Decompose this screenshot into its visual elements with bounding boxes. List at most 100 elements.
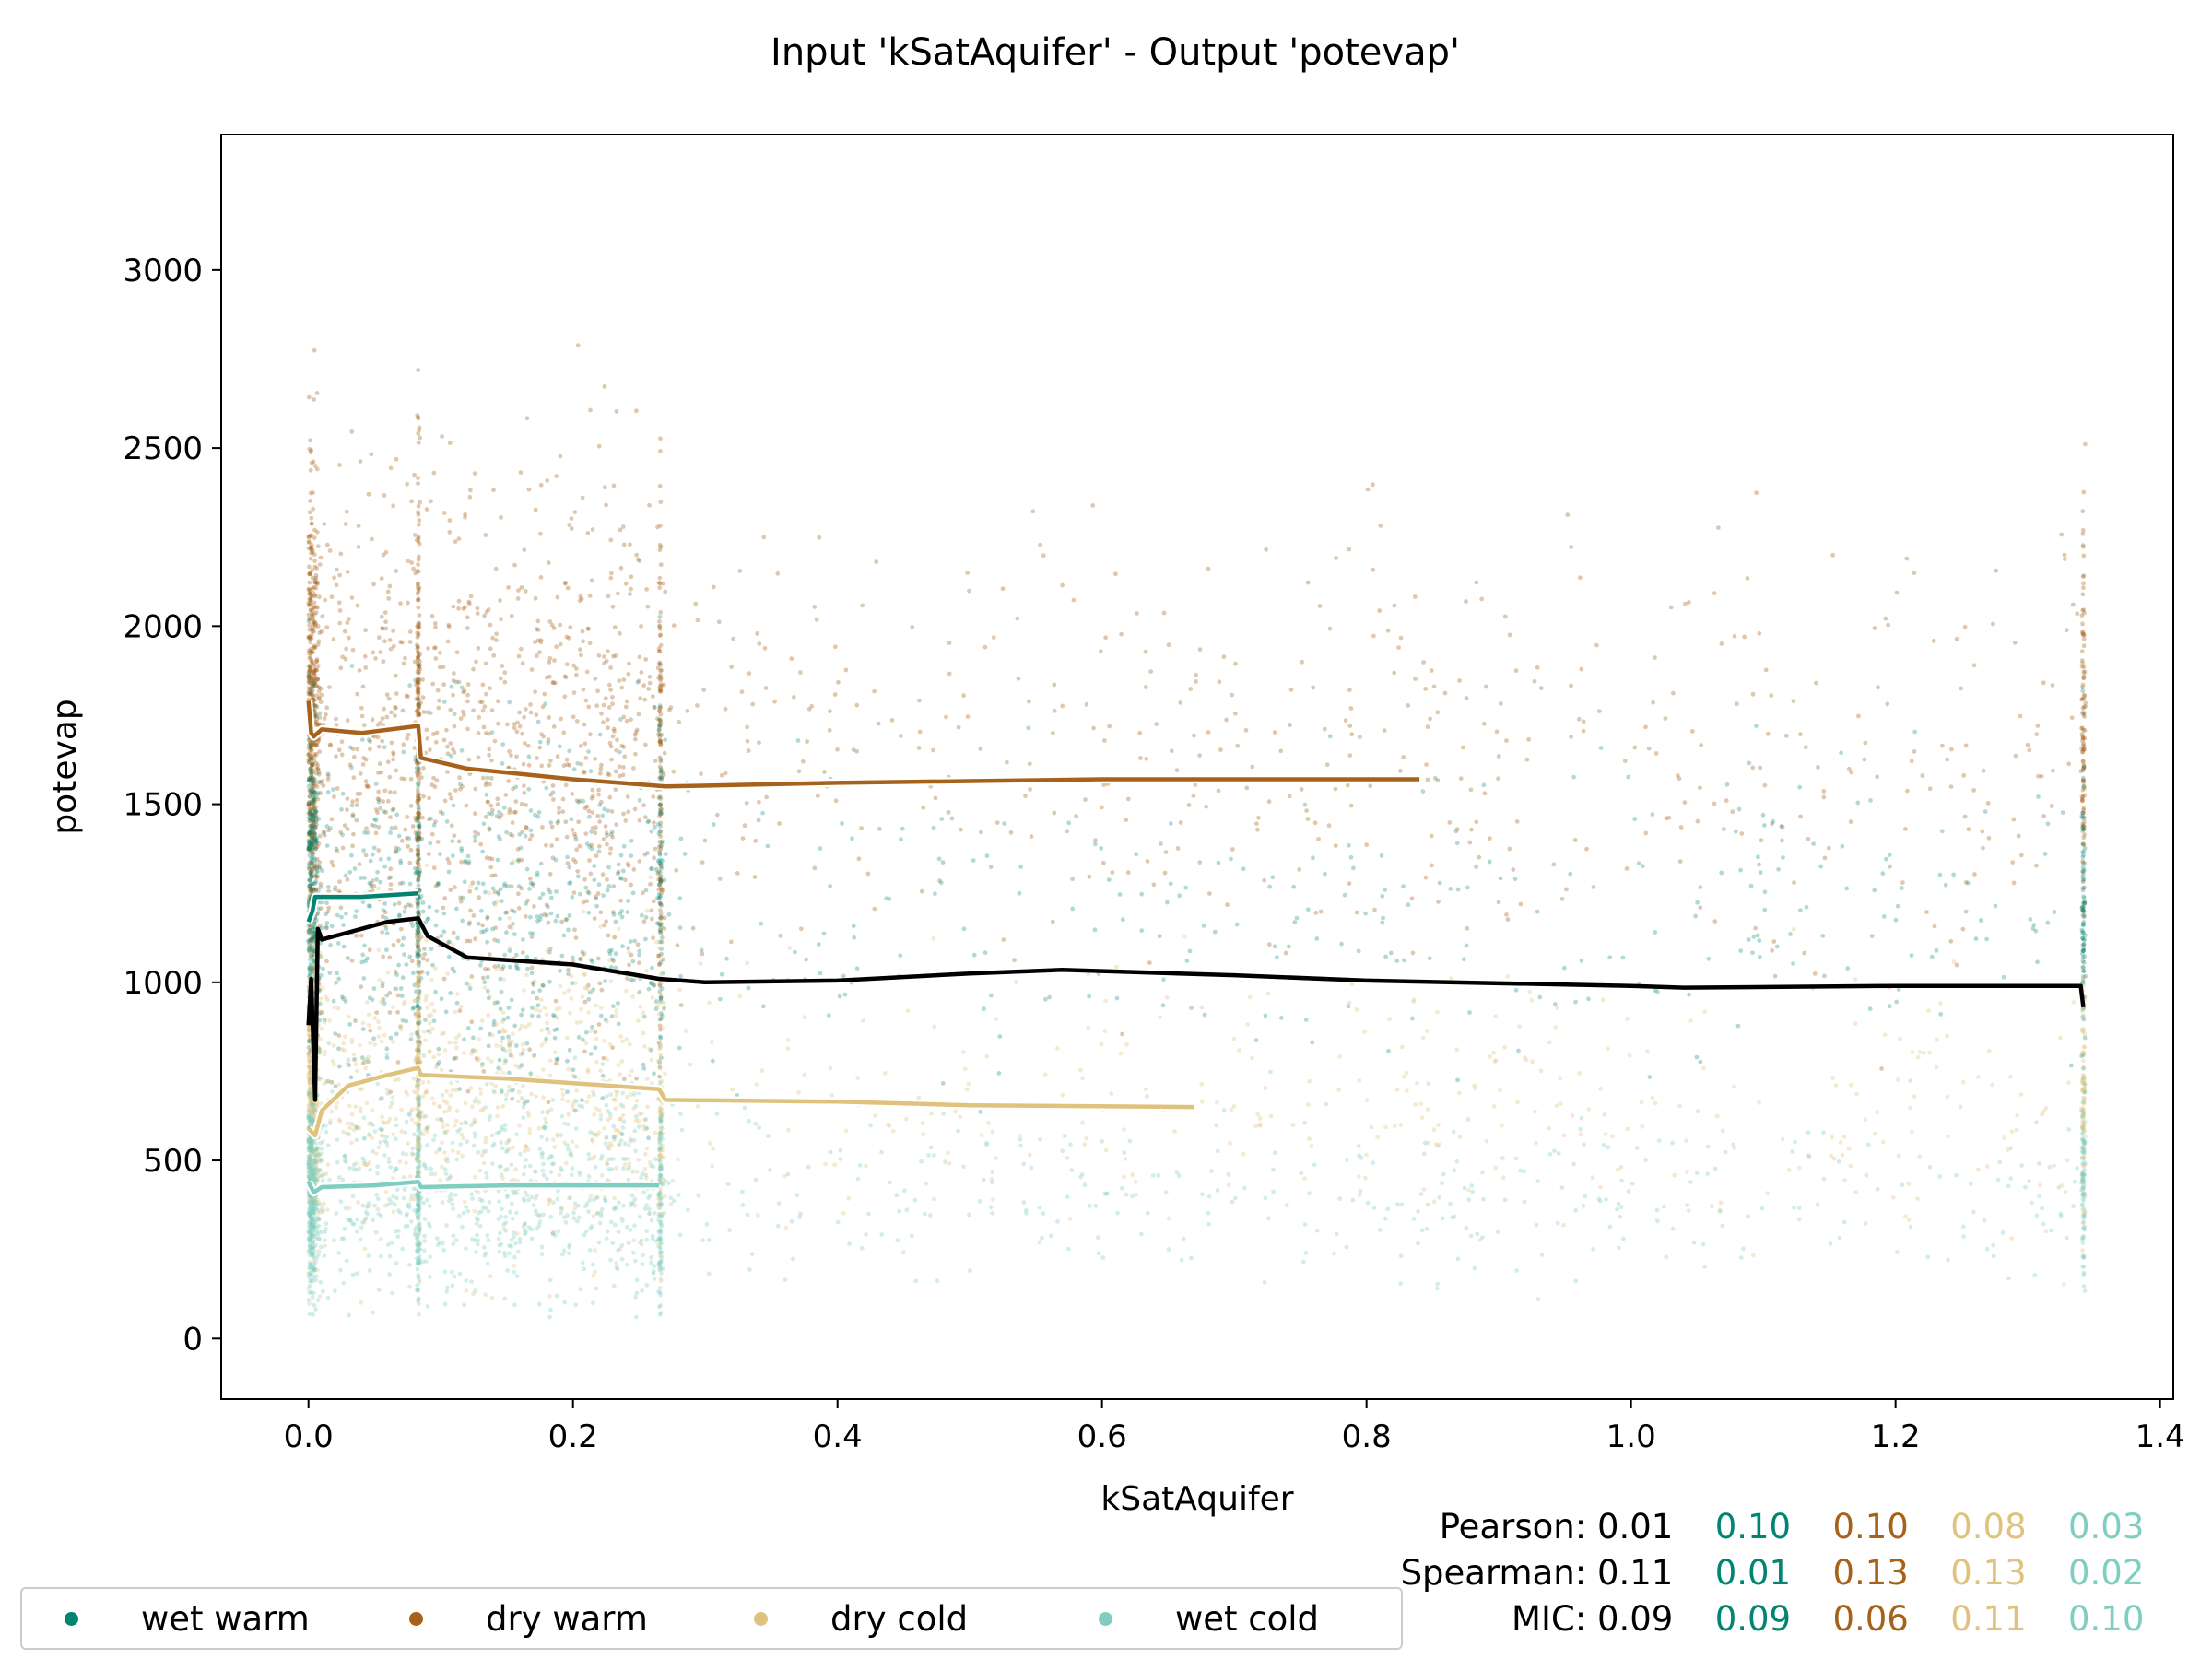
scatter-point bbox=[1712, 591, 1717, 595]
scatter-point bbox=[335, 849, 340, 853]
scatter-point bbox=[486, 799, 490, 805]
scatter-point bbox=[416, 671, 421, 676]
scatter-point bbox=[416, 843, 421, 849]
scatter-point bbox=[494, 638, 499, 642]
scatter-point bbox=[345, 570, 350, 574]
scatter-point bbox=[308, 790, 313, 795]
scatter-point bbox=[658, 687, 664, 692]
scatter-point bbox=[1464, 696, 1469, 700]
scatter-point bbox=[612, 935, 618, 940]
scatter-point bbox=[313, 873, 319, 878]
scatter-point bbox=[1912, 571, 1917, 575]
scatter-point bbox=[488, 1274, 493, 1279]
scatter-point bbox=[478, 962, 483, 968]
scatter-point bbox=[841, 973, 846, 979]
scatter-point bbox=[321, 830, 326, 836]
scatter-point bbox=[742, 823, 747, 829]
scatter-point bbox=[311, 887, 316, 891]
scatter-point bbox=[497, 809, 501, 815]
scatter-point bbox=[310, 798, 314, 804]
scatter-point bbox=[417, 778, 421, 782]
scatter-point bbox=[677, 925, 683, 930]
scatter-point bbox=[314, 765, 320, 771]
scatter-point bbox=[632, 938, 638, 944]
scatter-point bbox=[625, 794, 630, 799]
scatter-point bbox=[555, 820, 560, 826]
scatter-point bbox=[656, 887, 662, 892]
scatter-point bbox=[310, 780, 315, 784]
scatter-point bbox=[311, 683, 316, 688]
scatter-point bbox=[386, 856, 392, 862]
scatter-point bbox=[1000, 586, 1006, 592]
scatter-point bbox=[656, 717, 662, 723]
scatter-point bbox=[1690, 729, 1695, 734]
scatter-point bbox=[658, 916, 664, 921]
scatter-point bbox=[1316, 837, 1321, 841]
scatter-point bbox=[509, 884, 514, 888]
scatter-point bbox=[312, 1107, 317, 1112]
scatter-point bbox=[312, 777, 317, 782]
scatter-point bbox=[473, 811, 477, 817]
scatter-point bbox=[312, 797, 317, 802]
scatter-point bbox=[598, 1005, 604, 1010]
scatter-point bbox=[385, 970, 391, 975]
scatter-point bbox=[384, 1046, 390, 1052]
scatter-point bbox=[1302, 1176, 1307, 1181]
scatter-point bbox=[1757, 630, 1762, 636]
scatter-point bbox=[393, 713, 397, 718]
scatter-point bbox=[417, 541, 422, 547]
scatter-point bbox=[1762, 782, 1768, 788]
scatter-point bbox=[462, 1199, 467, 1205]
scatter-point bbox=[416, 924, 420, 929]
scatter-point bbox=[396, 833, 402, 839]
scatter-point bbox=[739, 689, 745, 695]
scatter-point bbox=[309, 887, 314, 891]
scatter-point bbox=[490, 926, 495, 932]
scatter-point bbox=[1958, 1104, 1963, 1110]
scatter-point bbox=[524, 1041, 530, 1046]
scatter-point bbox=[1529, 998, 1535, 1003]
scatter-point bbox=[416, 415, 421, 420]
scatter-point bbox=[419, 775, 424, 780]
scatter-point bbox=[656, 921, 662, 925]
scatter-point bbox=[1846, 1147, 1852, 1151]
scatter-point bbox=[459, 685, 465, 690]
scatter-point bbox=[319, 779, 324, 783]
scatter-point bbox=[311, 650, 316, 654]
scatter-point bbox=[378, 761, 382, 767]
scatter-point bbox=[308, 636, 313, 641]
scatter-point bbox=[547, 1073, 553, 1078]
scatter-point bbox=[438, 809, 443, 815]
scatter-point bbox=[656, 953, 661, 959]
scatter-point bbox=[1774, 944, 1780, 949]
scatter-point bbox=[1888, 864, 1892, 869]
scatter-point bbox=[334, 582, 339, 588]
scatter-point bbox=[2081, 877, 2087, 882]
scatter-point bbox=[699, 771, 703, 776]
scatter-point bbox=[376, 886, 381, 891]
scatter-point bbox=[1118, 1051, 1124, 1056]
scatter-point bbox=[416, 806, 421, 810]
scatter-point bbox=[336, 600, 342, 606]
scatter-point bbox=[414, 537, 419, 543]
scatter-point bbox=[644, 1146, 650, 1151]
scatter-point bbox=[415, 688, 420, 693]
scatter-point bbox=[558, 453, 563, 459]
scatter-point bbox=[344, 509, 349, 514]
scatter-point bbox=[313, 771, 319, 776]
scatter-point bbox=[2080, 775, 2086, 781]
scatter-point bbox=[306, 612, 312, 618]
scatter-point bbox=[327, 971, 333, 975]
scatter-point bbox=[408, 847, 414, 853]
scatter-point bbox=[416, 834, 421, 840]
scatter-point bbox=[2030, 926, 2036, 931]
scatter-point bbox=[416, 947, 420, 952]
scatter-point bbox=[416, 803, 421, 808]
scatter-point bbox=[1263, 1013, 1268, 1018]
scatter-point bbox=[1934, 947, 1939, 953]
scatter-point bbox=[1038, 542, 1042, 547]
scatter-point bbox=[678, 1003, 684, 1007]
scatter-point bbox=[331, 637, 336, 642]
scatter-point bbox=[503, 911, 509, 915]
scatter-point bbox=[499, 617, 503, 622]
